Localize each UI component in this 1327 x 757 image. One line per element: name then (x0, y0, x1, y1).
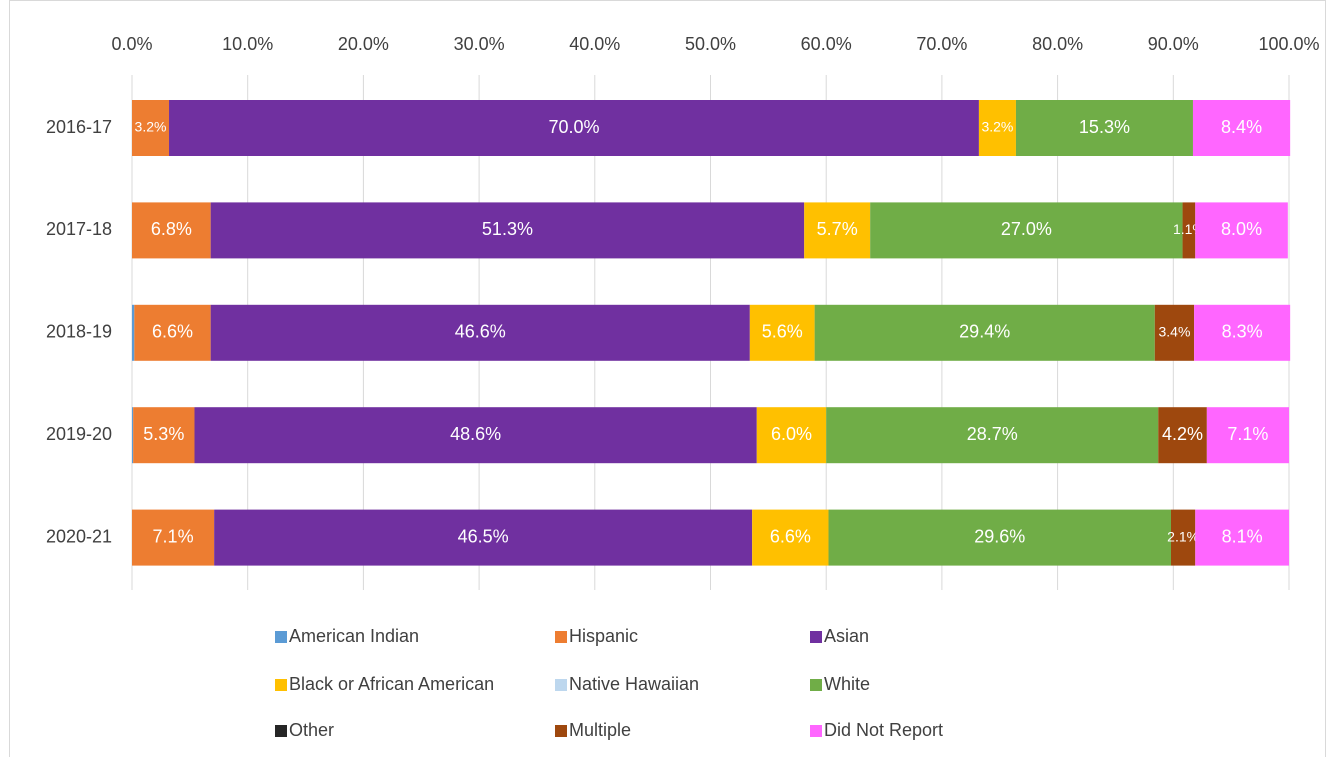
data-label: 5.3% (143, 424, 184, 444)
bar-segment (132, 100, 170, 156)
data-label: 27.0% (1001, 219, 1052, 239)
legend-label: Asian (824, 626, 869, 646)
bar-segment (214, 509, 753, 566)
bar-segment (210, 202, 805, 259)
x-tick-label: 100.0% (1258, 34, 1319, 54)
legend-swatch (810, 679, 822, 691)
bar-segment (194, 407, 757, 464)
x-tick-label: 10.0% (222, 34, 273, 54)
legend-label: American Indian (289, 626, 419, 646)
bar-segment (132, 304, 135, 361)
legend-swatch (555, 631, 567, 643)
data-label: 70.0% (548, 117, 599, 137)
bar-segment (1195, 202, 1288, 259)
chart-border (9, 0, 1326, 757)
legend-label: Did Not Report (824, 720, 943, 740)
data-label: 48.6% (450, 424, 501, 444)
data-label: 8.1% (1222, 526, 1263, 546)
legend-swatch (810, 631, 822, 643)
data-label: 4.2% (1162, 424, 1203, 444)
x-tick-label: 30.0% (454, 34, 505, 54)
y-tick-label: 2018-19 (46, 322, 112, 342)
data-label: 29.4% (959, 322, 1010, 342)
data-label: 5.7% (817, 219, 858, 239)
bar-segment (1154, 304, 1195, 361)
bar-segment (826, 407, 1159, 464)
bar-segment (1182, 202, 1196, 259)
y-tick-label: 2016-17 (46, 117, 112, 137)
data-label: 6.0% (771, 424, 812, 444)
legend-swatch (555, 679, 567, 691)
legend-swatch (555, 725, 567, 737)
legend-label: Black or African American (289, 674, 494, 694)
bar-segment (749, 304, 815, 361)
data-label: 46.5% (458, 526, 509, 546)
bar-segment (1158, 407, 1207, 464)
x-tick-label: 40.0% (569, 34, 620, 54)
bar-segment (752, 509, 829, 566)
bar-segment (756, 407, 827, 464)
bar-segment (1192, 100, 1291, 156)
legend-label: Other (289, 720, 334, 740)
bar-segment (1206, 407, 1289, 464)
bar-segment (1194, 304, 1291, 361)
data-label: 3.2% (981, 119, 1013, 135)
data-label: 2.1% (1167, 528, 1199, 544)
data-label: 46.6% (455, 322, 506, 342)
x-tick-label: 60.0% (801, 34, 852, 54)
x-tick-label: 80.0% (1032, 34, 1083, 54)
x-tick-label: 20.0% (338, 34, 389, 54)
data-label: 15.3% (1079, 117, 1130, 137)
data-label: 8.0% (1221, 219, 1262, 239)
x-tick-label: 0.0% (111, 34, 152, 54)
y-tick-label: 2019-20 (46, 424, 112, 444)
bar-segment (134, 304, 211, 361)
bar-segment (804, 202, 871, 259)
data-label: 3.4% (1158, 324, 1190, 340)
y-tick-label: 2020-21 (46, 526, 112, 546)
data-label: 6.6% (152, 322, 193, 342)
bar-segment (1170, 509, 1196, 566)
data-label: 29.6% (974, 526, 1025, 546)
legend-swatch (275, 725, 287, 737)
data-label: 51.3% (482, 219, 533, 239)
bar-segment (870, 202, 1183, 259)
y-tick-label: 2017-18 (46, 219, 112, 239)
legend-label: Hispanic (569, 626, 638, 646)
legend-swatch (275, 631, 287, 643)
legend-label: Multiple (569, 720, 631, 740)
x-tick-label: 70.0% (916, 34, 967, 54)
bar-segment (169, 100, 979, 156)
bar-segment (814, 304, 1155, 361)
data-label: 5.6% (762, 322, 803, 342)
bar-segment (1015, 100, 1193, 156)
data-label: 8.3% (1222, 322, 1263, 342)
data-label: 7.1% (153, 526, 194, 546)
data-label: 6.8% (151, 219, 192, 239)
bar-segment (828, 509, 1171, 566)
bar-segment (132, 202, 211, 259)
data-label: 7.1% (1227, 424, 1268, 444)
bar-segment (210, 304, 750, 361)
x-tick-label: 90.0% (1148, 34, 1199, 54)
legend-swatch (275, 679, 287, 691)
legend-swatch (810, 725, 822, 737)
data-label: 3.2% (135, 119, 167, 135)
legend-label: Native Hawaiian (569, 674, 699, 694)
x-tick-label: 50.0% (685, 34, 736, 54)
bar-segment (132, 407, 134, 464)
bar-segment (132, 509, 215, 566)
data-label: 8.4% (1221, 117, 1262, 137)
bar-segment (1195, 509, 1289, 566)
bar-segment (133, 407, 195, 464)
data-label: 6.6% (770, 526, 811, 546)
legend-label: White (824, 674, 870, 694)
bar-segment (978, 100, 1016, 156)
data-label: 28.7% (967, 424, 1018, 444)
